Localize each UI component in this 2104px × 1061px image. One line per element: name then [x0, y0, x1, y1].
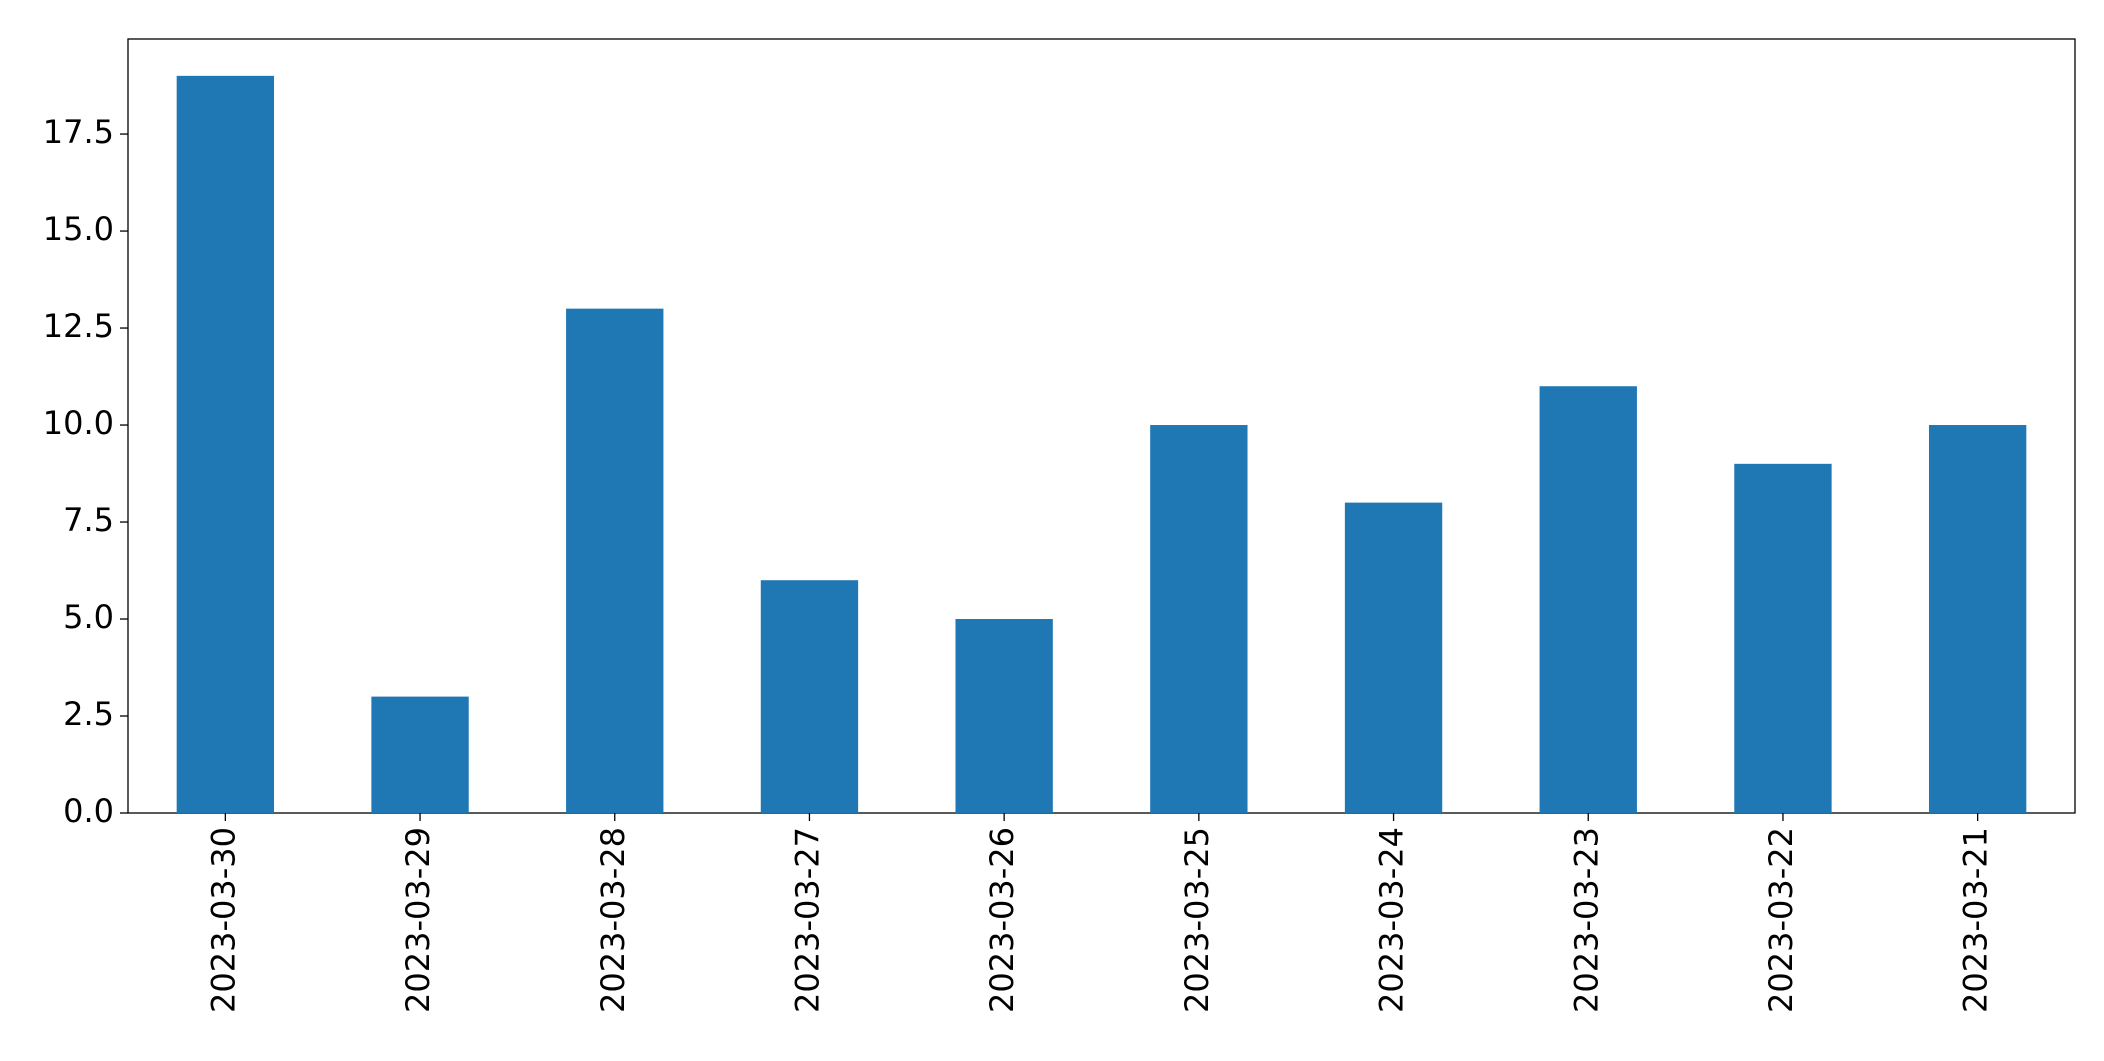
- bar: [371, 696, 469, 813]
- x-tick-label: 2023-03-23: [1567, 827, 1605, 1013]
- bar: [1150, 425, 1248, 813]
- bar: [1928, 425, 2027, 813]
- y-tick-label: 2.5: [63, 695, 114, 733]
- bar: [566, 308, 664, 813]
- y-tick-label: 0.0: [63, 792, 114, 830]
- x-tick-label: 2023-03-24: [1373, 827, 1411, 1013]
- x-tick-label: 2023-03-29: [399, 827, 437, 1013]
- bar: [760, 580, 859, 813]
- y-tick-label: 12.5: [43, 307, 114, 345]
- x-tick-label: 2023-03-26: [983, 827, 1021, 1013]
- x-tick-label: 2023-03-22: [1762, 827, 1800, 1013]
- bar: [1539, 386, 1637, 813]
- bar: [955, 619, 1053, 813]
- y-tick-label: 7.5: [63, 501, 114, 539]
- bar: [1344, 502, 1443, 813]
- plot-frame: [127, 38, 2076, 814]
- x-tick-label: 2023-03-21: [1957, 827, 1995, 1013]
- y-tick-label: 10.0: [43, 404, 114, 442]
- bar: [1734, 463, 1832, 813]
- y-tick-label: 15.0: [43, 210, 114, 248]
- x-tick-label: 2023-03-27: [788, 827, 826, 1013]
- x-tick-label: 2023-03-25: [1178, 827, 1216, 1013]
- y-tick-label: 17.5: [43, 113, 114, 151]
- bar: [176, 75, 275, 814]
- x-tick-label: 2023-03-28: [594, 827, 632, 1013]
- x-tick-label: 2023-03-30: [204, 827, 242, 1013]
- y-tick-label: 5.0: [63, 598, 114, 636]
